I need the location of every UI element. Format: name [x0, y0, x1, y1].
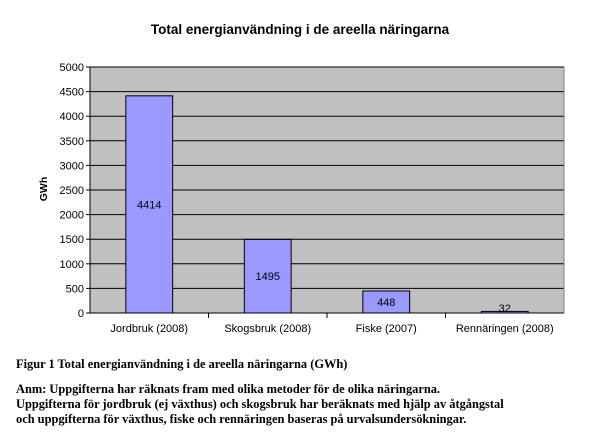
bar: [125, 95, 174, 314]
x-tick-label: Rennäringen (2008): [456, 323, 554, 335]
data-label: 1495: [256, 271, 280, 283]
note-line-3: och uppgifterna för växthus, fiske och r…: [16, 412, 467, 426]
y-tick-label: 4000: [60, 111, 84, 123]
y-tick-label: 2500: [60, 185, 84, 197]
data-label: 32: [499, 303, 511, 315]
data-labels: 4414 1495 448 32: [137, 199, 511, 315]
figure-caption: Figur 1 Total energianvändning i de aree…: [16, 357, 348, 371]
x-tick-labels: Jordbruk (2008) Skogsbruk (2008) Fiske (20…: [110, 323, 553, 335]
y-axis-label: GWh: [38, 177, 50, 202]
note-line-2: Uppgifterna för jordbruk (ej växthus) oc…: [16, 397, 504, 411]
y-tick-label: 1500: [60, 234, 84, 246]
chart-title: Total energianvändning i de areella näri…: [151, 22, 450, 37]
data-label: 4414: [137, 199, 161, 211]
figure-note: Anm: Uppgifterna har räknats fram med ol…: [16, 382, 614, 427]
bar-chart: Total energianvändning i de areella näri…: [38, 22, 565, 335]
x-tick-label: Skogsbruk (2008): [224, 323, 311, 335]
bars: [125, 95, 529, 314]
y-tick-label: 500: [66, 283, 84, 295]
y-tick-label: 5000: [60, 62, 84, 74]
axes: [89, 67, 565, 314]
y-tick-label: 3500: [60, 136, 84, 148]
y-tick-labels: 0 500 1000 1500 2000 2500 3000 3500 4000 4500 5000: [60, 62, 84, 320]
note-line-1: Anm: Uppgifterna har räknats fram med ol…: [16, 382, 441, 396]
x-tick-label: Jordbruk (2008): [110, 323, 188, 335]
y-tick-label: 0: [78, 308, 84, 320]
bar: [243, 238, 292, 314]
y-tick-label: 3000: [60, 160, 84, 172]
y-tick-label: 1000: [60, 259, 84, 271]
y-tick-label: 2000: [60, 210, 84, 222]
y-tick-label: 4500: [60, 87, 84, 99]
data-label: 448: [377, 297, 395, 309]
x-tick-label: Fiske (2007): [356, 323, 417, 335]
